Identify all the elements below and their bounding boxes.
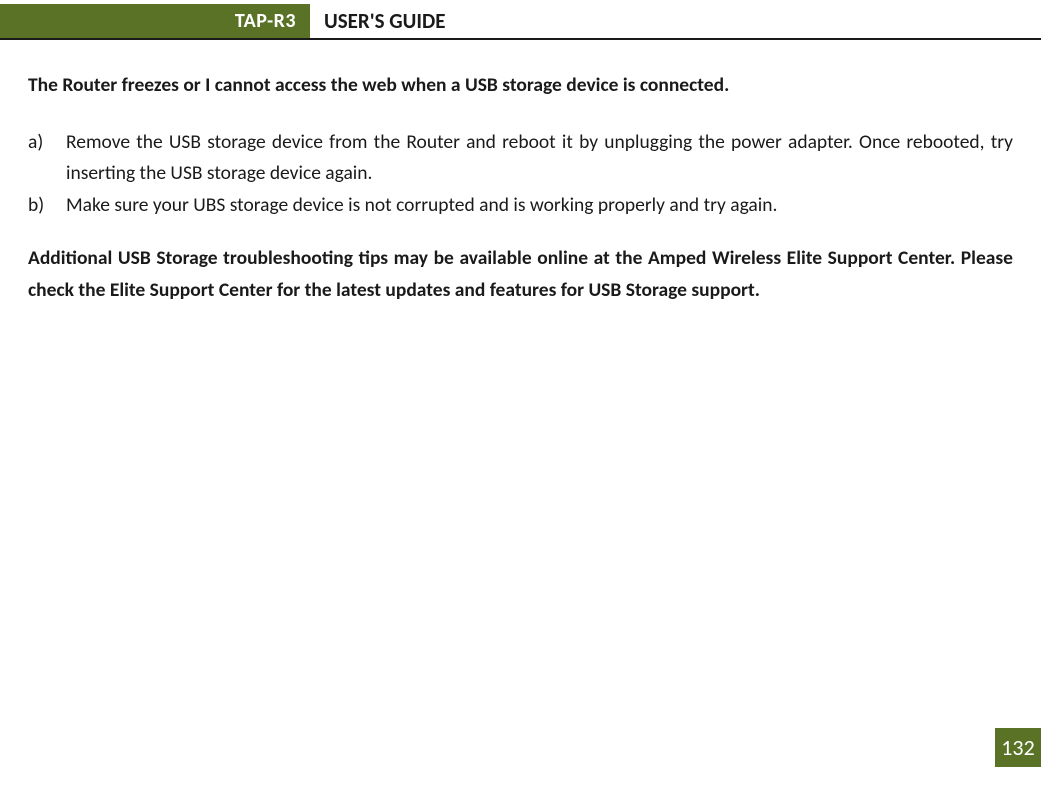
content-area: The Router freezes or I cannot access th… bbox=[0, 40, 1041, 306]
section-heading: The Router freezes or I cannot access th… bbox=[28, 72, 1013, 99]
list-item: a) Remove the USB storage device from th… bbox=[28, 127, 1013, 187]
doc-title: USER'S GUIDE bbox=[310, 4, 445, 38]
product-badge: TAP-R3 bbox=[0, 4, 310, 38]
list-item: b) Make sure your UBS storage device is … bbox=[28, 190, 1013, 220]
troubleshooting-list: a) Remove the USB storage device from th… bbox=[28, 127, 1013, 220]
page-header: TAP-R3 USER'S GUIDE bbox=[0, 4, 1041, 40]
list-text: Make sure your UBS storage device is not… bbox=[66, 190, 1013, 220]
list-marker: b) bbox=[28, 190, 66, 220]
list-text: Remove the USB storage device from the R… bbox=[66, 127, 1013, 187]
footer-note: Additional USB Storage troubleshooting t… bbox=[28, 242, 1013, 306]
page-number: 132 bbox=[995, 728, 1041, 767]
list-marker: a) bbox=[28, 127, 66, 187]
page: TAP-R3 USER'S GUIDE The Router freezes o… bbox=[0, 4, 1041, 791]
